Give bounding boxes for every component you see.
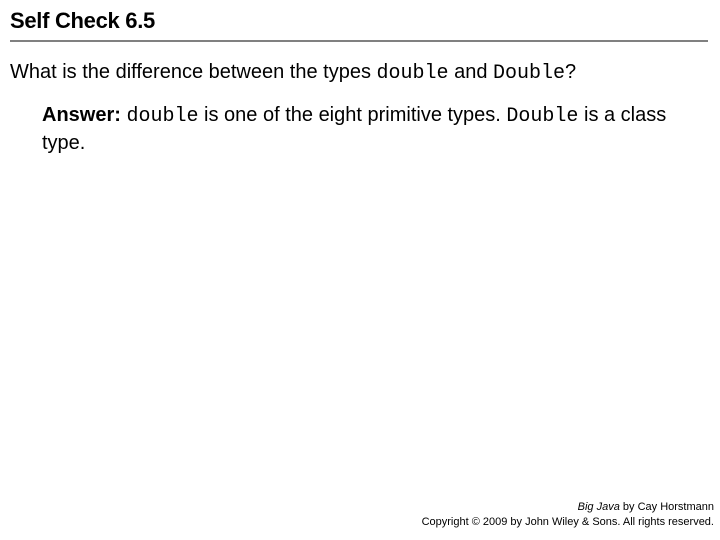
footer-book-title: Big Java bbox=[578, 501, 620, 513]
answer-p2: is one of the eight primitive types. bbox=[198, 104, 506, 126]
question-text: What is the difference between the types… bbox=[10, 60, 710, 86]
answer-label: Answer: bbox=[42, 104, 121, 126]
question-prefix: What is the difference between the types bbox=[10, 61, 377, 83]
slide: { "title": "Self Check 6.5", "question":… bbox=[0, 0, 720, 540]
answer-text: Answer: double is one of the eight primi… bbox=[10, 86, 710, 156]
title-area: Self Check 6.5 bbox=[0, 0, 720, 34]
question-code-2: Double bbox=[493, 62, 565, 85]
footer-byline: by Cay Horstmann bbox=[620, 501, 714, 513]
footer-line-1: Big Java by Cay Horstmann bbox=[422, 500, 714, 515]
question-suffix: ? bbox=[565, 61, 576, 83]
footer: Big Java by Cay Horstmann Copyright © 20… bbox=[422, 500, 714, 530]
question-mid: and bbox=[449, 61, 493, 83]
answer-code-2: Double bbox=[506, 105, 578, 128]
slide-title: Self Check 6.5 bbox=[10, 8, 710, 34]
footer-copyright: Copyright © 2009 by John Wiley & Sons. A… bbox=[422, 515, 714, 530]
body-area: What is the difference between the types… bbox=[0, 42, 720, 156]
question-code-1: double bbox=[377, 62, 449, 85]
answer-code-1: double bbox=[126, 105, 198, 128]
